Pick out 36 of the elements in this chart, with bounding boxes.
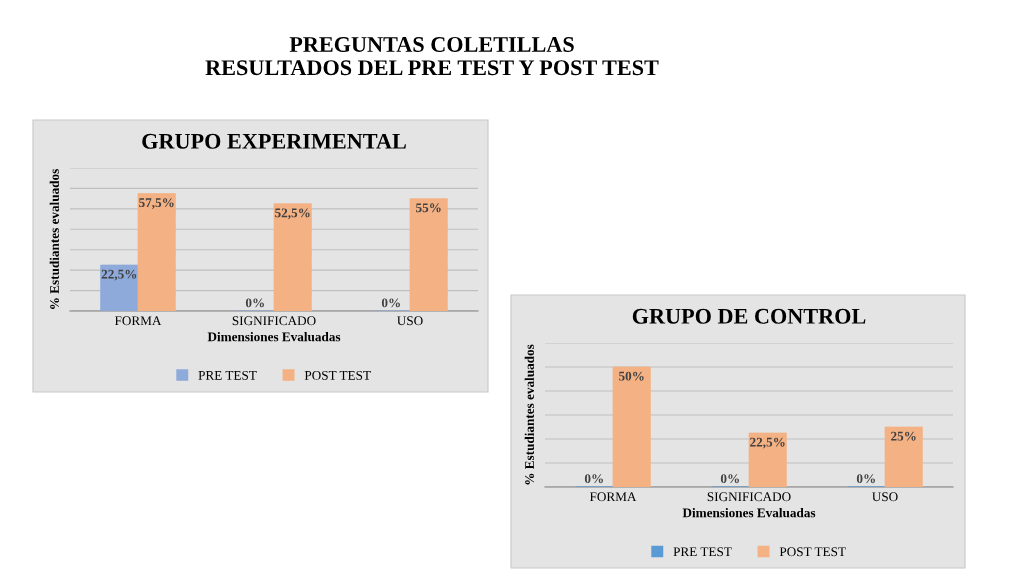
bar xyxy=(748,432,787,487)
bar xyxy=(884,426,923,487)
bar xyxy=(100,264,139,311)
data-label: 0% xyxy=(720,474,739,484)
bar xyxy=(273,203,312,311)
y-axis-title: % Estudiantes evaluados xyxy=(49,169,60,309)
x-tick-label: SIGNIFICADO xyxy=(232,316,316,326)
data-label: 25% xyxy=(891,431,916,441)
data-label: 0% xyxy=(856,474,875,484)
bar xyxy=(409,198,448,311)
data-label: 22,5% xyxy=(101,269,137,281)
chart-title: GRUPO EXPERIMENTAL xyxy=(142,133,406,149)
x-tick-label: USO xyxy=(872,492,898,502)
data-label: 55% xyxy=(416,203,441,213)
data-label: 0% xyxy=(381,298,400,308)
y-axis-title: % Estudiantes evaluados xyxy=(524,344,535,485)
x-axis-title: Dimensiones Evaluadas xyxy=(682,507,816,518)
data-label: 57,5% xyxy=(139,198,174,210)
data-label: 0% xyxy=(245,298,264,308)
legend-label: POST TEST xyxy=(304,370,371,380)
legend-label: PRE TEST xyxy=(673,547,732,557)
text: PREGUNTAS COLETILLAS RESULTADOS DEL PRE TEST Y POST TEST xyxy=(205,37,659,76)
x-tick-label: FORMA xyxy=(589,492,637,502)
data-label: 22,5% xyxy=(750,437,785,449)
legend-label: POST TEST xyxy=(779,547,846,557)
x-axis-title: Dimensiones Evaluadas xyxy=(207,331,341,342)
bar xyxy=(137,193,176,311)
bar xyxy=(612,366,651,487)
data-label: 52,5% xyxy=(275,208,310,220)
legend-label: PRE TEST xyxy=(198,370,257,380)
data-label: 50% xyxy=(619,371,644,381)
x-tick-label: USO xyxy=(397,316,423,326)
x-tick-label: SIGNIFICADO xyxy=(707,492,791,502)
x-tick-label: FORMA xyxy=(114,316,162,326)
data-label: 0% xyxy=(584,474,603,484)
chart-title: GRUPO DE CONTROL xyxy=(632,308,866,324)
